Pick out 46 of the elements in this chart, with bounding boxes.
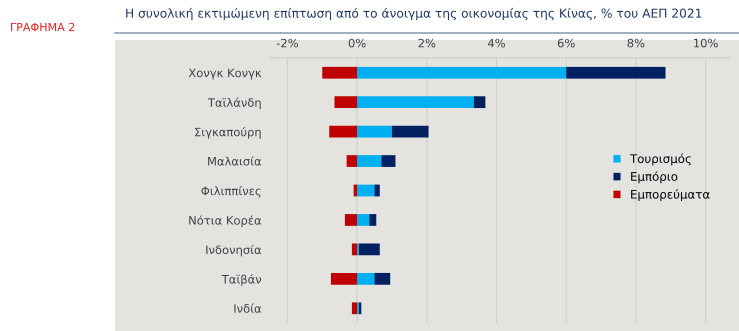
y-tick-label: Φιλιππίνες [201, 186, 261, 198]
y-tick-label: Ινδία [234, 303, 262, 313]
y-tick-label: Ινδονησία [206, 244, 262, 256]
bar [354, 184, 358, 196]
bar [334, 96, 358, 108]
bar [357, 126, 392, 138]
bar [566, 66, 666, 79]
bar [346, 155, 358, 167]
bar [374, 272, 390, 285]
y-tick-label: Νότια Κορέα [189, 215, 262, 227]
chart-title: Η συνολική εκτιμώμενη επίπτωση από το άνοιγμα της οικονομίας της Κίνας, % του ΑΕΠ 2021 [126, 8, 702, 20]
bar [357, 66, 566, 79]
bar [322, 66, 358, 79]
y-tick-label: Ταϊλάνδη [208, 98, 261, 110]
legend-label: Τουρισμός [630, 153, 691, 166]
bar [330, 272, 358, 285]
bar [357, 184, 375, 196]
bar [357, 214, 370, 226]
bar [358, 244, 380, 256]
x-tick-label: 4% [488, 38, 506, 48]
y-tick-label: Σιγκαπούρη [195, 127, 261, 139]
x-tick-label: 10% [694, 38, 718, 48]
bar [382, 155, 396, 167]
bar [352, 302, 358, 314]
x-tick-label: 0% [348, 38, 366, 48]
bar [352, 244, 358, 256]
text: ΓΡΑΦΗΜΑ 2 [11, 22, 74, 32]
bar [474, 96, 486, 108]
bar [374, 184, 380, 196]
legend-label: Εμπόριο [631, 171, 678, 184]
bar [392, 126, 429, 138]
bar [357, 272, 375, 285]
x-tick-label: -2% [276, 38, 298, 48]
bar [358, 302, 362, 314]
bar [344, 214, 358, 226]
bar [357, 155, 382, 167]
bar [357, 96, 474, 108]
bar [329, 126, 358, 138]
bar [369, 214, 376, 226]
x-tick-label: 2% [418, 38, 436, 48]
x-tick-label: 6% [558, 38, 575, 48]
y-tick-label: Χονγκ Κονγκ [188, 68, 262, 80]
y-tick-label: Ταϊβάν [222, 274, 262, 286]
y-tick-label: Μαλαισία [208, 156, 262, 166]
legend-label: Εμπορεύματα [631, 189, 710, 202]
x-tick-label: 8% [628, 38, 644, 48]
